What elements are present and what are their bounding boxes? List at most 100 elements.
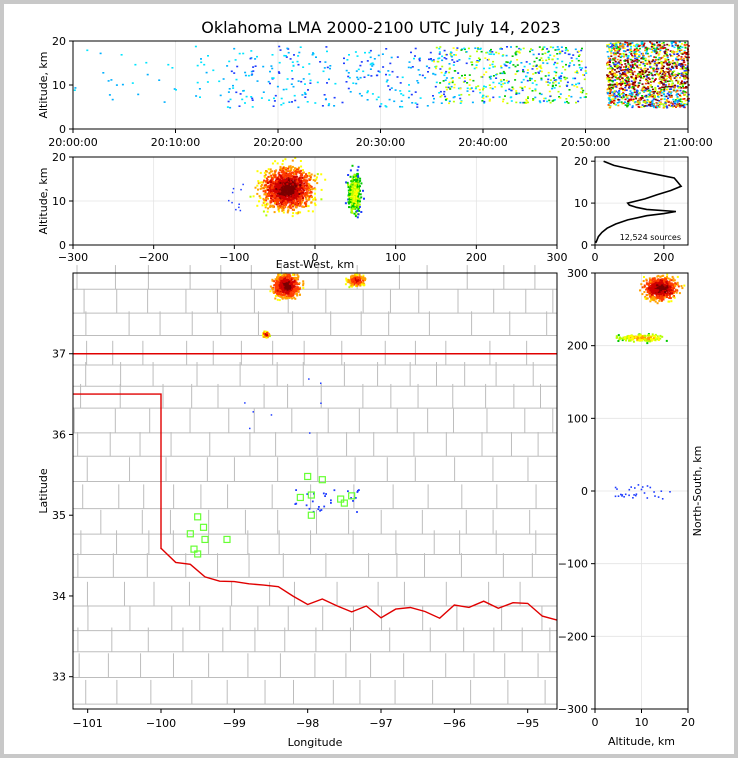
ew-height-source	[275, 180, 278, 183]
time-height-source	[205, 71, 208, 74]
ew-height-source	[273, 172, 276, 175]
time-height-source	[685, 43, 688, 46]
ew-height-source	[309, 174, 312, 177]
time-height-source	[687, 45, 690, 47]
time-height-source	[500, 83, 503, 86]
time-height-source	[668, 95, 671, 97]
ew-height-y-tick-label: 20	[52, 151, 66, 164]
time-height-source	[333, 96, 336, 99]
time-height-source	[633, 52, 636, 54]
time-height-source	[680, 52, 683, 55]
time-height-source	[386, 79, 389, 81]
time-height-source	[642, 45, 645, 47]
ew-height-source	[359, 189, 361, 192]
time-height-source	[632, 56, 634, 58]
time-height-source	[584, 96, 587, 98]
ew-height-source	[353, 197, 356, 200]
time-height-source	[642, 43, 645, 46]
time-height-source	[418, 59, 421, 62]
time-height-source	[539, 70, 542, 72]
time-height-source	[324, 61, 327, 63]
ew-height-source	[287, 177, 290, 180]
time-height-source	[656, 51, 659, 54]
ew-height-source	[293, 169, 296, 172]
time-height-source	[559, 80, 562, 82]
time-height-source	[519, 86, 522, 89]
time-height-source	[622, 74, 625, 77]
time-height-source	[498, 82, 501, 85]
time-height-source	[641, 73, 644, 75]
time-height-source	[643, 105, 646, 108]
time-height-source	[677, 46, 680, 49]
time-height-source	[667, 73, 670, 75]
time-height-source	[680, 72, 683, 75]
ew-height-source	[266, 182, 269, 184]
plan-view-source	[351, 284, 354, 287]
ew-height-source	[268, 172, 271, 174]
time-height-source	[356, 76, 359, 79]
ew-height-source	[266, 185, 269, 188]
ew-height-source	[282, 193, 285, 195]
time-height-source	[658, 53, 661, 55]
time-height-source	[667, 100, 670, 103]
time-height-source	[666, 56, 669, 59]
time-height-source	[366, 60, 369, 62]
time-height-source	[665, 58, 668, 61]
time-height-source	[609, 83, 612, 86]
time-height-source	[345, 81, 348, 83]
time-height-source	[661, 98, 664, 100]
plan-view-source	[297, 290, 300, 293]
time-height-source	[616, 45, 619, 48]
time-height-source	[646, 47, 649, 49]
time-height-source	[538, 100, 541, 102]
ew-height-source	[270, 194, 273, 197]
ew-height-source	[266, 194, 269, 197]
plan-view-source	[295, 276, 298, 279]
time-height-source	[681, 46, 684, 49]
time-height-source	[504, 64, 507, 67]
plan-view-source	[292, 294, 294, 297]
time-height-source	[664, 50, 667, 53]
time-height-source	[280, 104, 283, 106]
ew-height-source	[354, 206, 357, 209]
time-height-source	[622, 45, 625, 47]
ew-height-source	[349, 185, 352, 188]
ew-height-source	[260, 183, 263, 186]
time-height-source	[643, 86, 646, 89]
time-height-source	[641, 71, 644, 74]
ew-height-source	[347, 201, 350, 204]
time-height-source	[499, 48, 502, 50]
time-height-source	[610, 100, 613, 103]
time-height-source	[475, 61, 478, 63]
time-height-source	[582, 89, 585, 92]
time-height-source	[683, 51, 686, 53]
state-border-red-river	[160, 547, 558, 621]
time-height-source	[682, 106, 685, 108]
time-height-source	[634, 80, 637, 83]
time-height-source	[621, 97, 624, 100]
time-height-source	[608, 50, 611, 52]
time-height-source	[349, 91, 352, 93]
time-height-source	[500, 66, 503, 69]
time-height-source	[389, 62, 392, 65]
time-height-source	[637, 86, 640, 88]
ew-height-source	[266, 192, 269, 195]
time-height-source	[644, 89, 647, 92]
time-height-source	[438, 53, 441, 55]
time-height-source	[625, 95, 628, 98]
time-height-source	[530, 48, 532, 50]
plan-view-source	[288, 277, 291, 280]
time-height-source	[629, 94, 632, 96]
time-height-source	[684, 91, 687, 93]
time-height-source	[427, 71, 429, 73]
time-height-source	[641, 46, 644, 48]
ew-height-source	[299, 196, 302, 199]
time-height-source	[660, 70, 663, 73]
time-height-source	[548, 82, 551, 84]
time-height-source	[466, 87, 469, 90]
time-height-source	[227, 91, 230, 93]
time-height-source	[676, 51, 678, 53]
time-height-source	[492, 81, 495, 84]
ew-height-source	[293, 178, 296, 181]
altitude-histogram-x-tick-label: 0	[592, 251, 599, 264]
